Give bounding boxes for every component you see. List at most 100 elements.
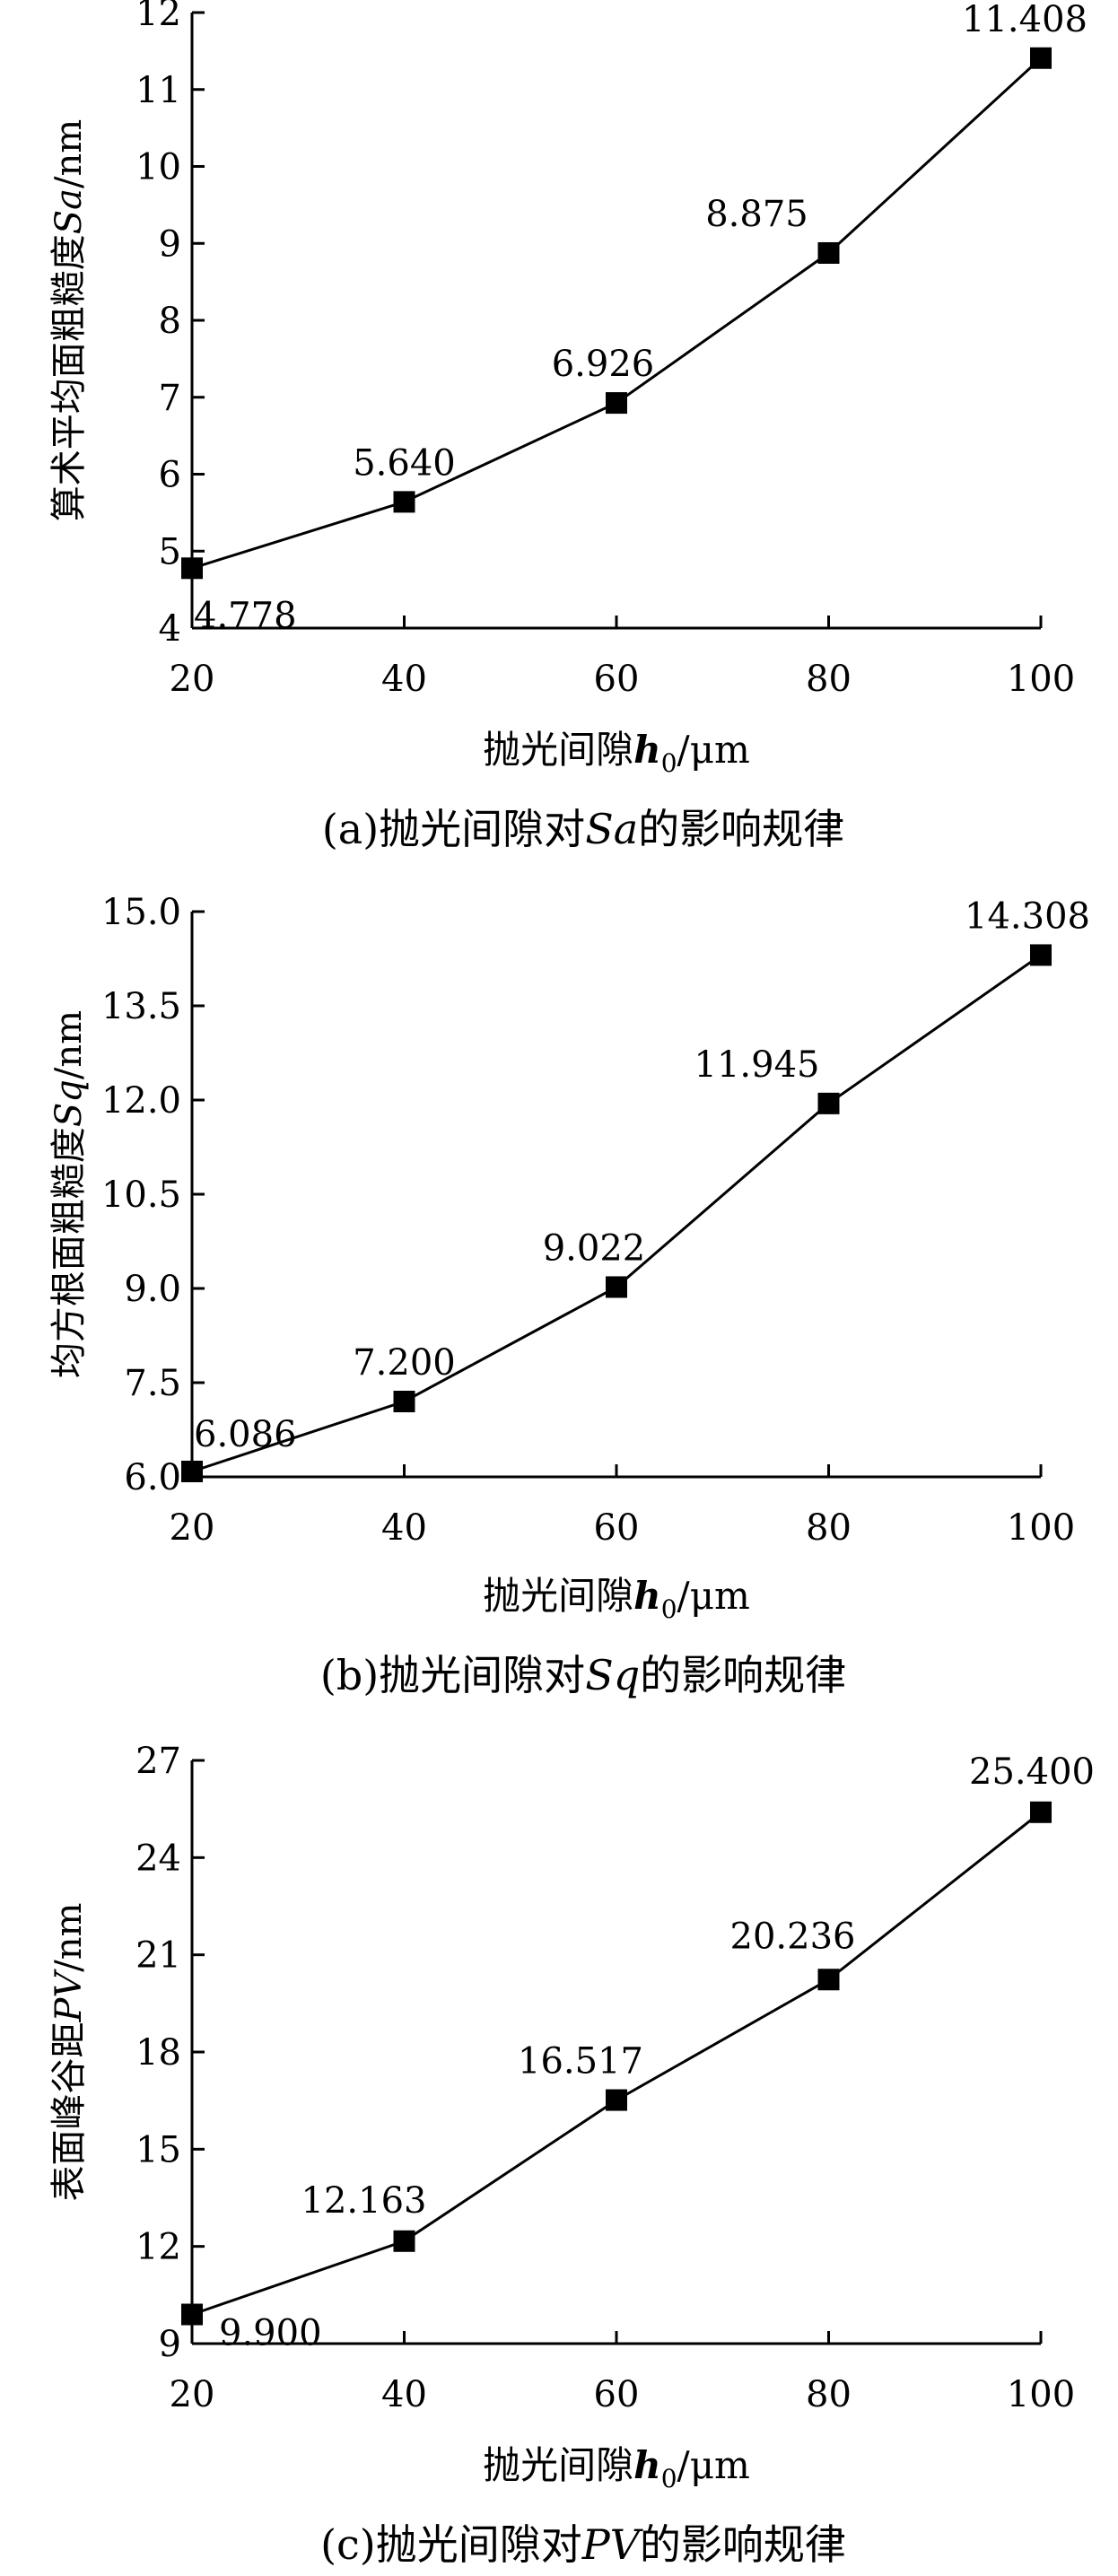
y-tick-label: 9.0	[124, 1269, 181, 1310]
data-point	[1030, 47, 1052, 69]
data-label: 5.640	[353, 442, 456, 484]
caption-prefix: (c)抛光间隙对	[320, 2520, 582, 2569]
caption-prefix: (b)抛光间隙对	[320, 1651, 585, 1699]
y-tick-label: 4	[159, 608, 181, 650]
x-tick-label: 60	[594, 2374, 640, 2415]
data-label: 6.086	[194, 1414, 297, 1455]
data-point	[1030, 1801, 1052, 1823]
x-tick-label: 100	[1007, 659, 1075, 700]
data-point	[1030, 944, 1052, 966]
data-point	[393, 491, 415, 513]
data-point	[817, 241, 840, 264]
x-label-prefix: 抛光间隙	[483, 1574, 633, 1618]
x-label-sub: 0	[661, 748, 677, 778]
series-line	[191, 57, 1043, 570]
x-tick-label: 40	[381, 2374, 427, 2415]
y-label-var: PV	[48, 1969, 90, 2023]
data-label: 11.408	[962, 0, 1087, 40]
y-axis-label: 表面峰谷距PV/nm	[48, 1903, 90, 2202]
data-point	[606, 2089, 627, 2111]
data-label: 9.022	[543, 1227, 646, 1269]
y-tick-label: 9	[159, 2324, 181, 2365]
y-tick-label: 7	[159, 378, 181, 419]
data-point	[181, 2303, 203, 2326]
data-label: 8.875	[705, 194, 808, 235]
data-label: 6.926	[552, 344, 655, 385]
y-tick-label: 15.0	[101, 892, 181, 933]
data-point	[181, 1460, 203, 1482]
data-label: 7.200	[353, 1342, 456, 1384]
x-label-var: h	[633, 1574, 661, 1618]
data-label: 12.163	[301, 2180, 427, 2222]
y-tick-label: 13.5	[101, 986, 181, 1027]
x-tick-label: 100	[1007, 2374, 1075, 2415]
caption-var: Sa	[585, 805, 638, 853]
caption-prefix: (a)抛光间隙对	[322, 805, 585, 853]
x-label-unit: /μm	[677, 1574, 750, 1618]
data-label: 14.308	[965, 895, 1090, 937]
y-tick-label: 9	[159, 223, 181, 265]
caption-suffix: 的影响规律	[640, 1651, 846, 1699]
x-tick-label: 60	[594, 659, 640, 700]
y-label-var: Sq	[48, 1079, 90, 1127]
x-tick-label: 20	[170, 1507, 215, 1549]
x-tick-label: 20	[170, 2374, 215, 2415]
chart-caption: (c)抛光间隙对PV的影响规律	[320, 2520, 846, 2569]
x-label-sub: 0	[661, 2464, 677, 2493]
y-tick-label: 12.0	[101, 1080, 181, 1122]
y-axis-label: 均方根面粗糙度Sq/nm	[48, 1010, 90, 1378]
x-label-sub: 0	[661, 1594, 677, 1624]
y-label-unit: /nm	[48, 1010, 90, 1079]
y-tick-label: 10.5	[101, 1174, 181, 1216]
x-tick-label: 40	[381, 1507, 427, 1549]
y-tick-label: 6	[159, 455, 181, 496]
caption-suffix: 的影响规律	[640, 2520, 846, 2569]
x-label-prefix: 抛光间隙	[483, 728, 633, 772]
data-point	[393, 1391, 415, 1412]
series-line	[191, 954, 1042, 1473]
y-tick-label: 10	[135, 147, 181, 188]
data-point	[181, 557, 203, 580]
x-axis-label: 抛光间隙h0/μm	[483, 728, 750, 778]
caption-var: Sq	[585, 1651, 640, 1699]
data-label: 16.517	[518, 2041, 643, 2083]
chart-caption: (b)抛光间隙对Sq的影响规律	[320, 1651, 846, 1699]
caption-var: PV	[581, 2520, 644, 2569]
y-label-var: Sa	[48, 188, 90, 234]
data-point	[817, 1092, 840, 1114]
x-label-prefix: 抛光间隙	[483, 2443, 633, 2487]
y-tick-label: 8	[159, 301, 181, 342]
x-label-var: h	[633, 2443, 661, 2487]
x-axis-label: 抛光间隙h0/μm	[483, 2443, 750, 2493]
x-tick-label: 80	[806, 659, 852, 700]
y-label-prefix: 算术平均面粗糙度	[48, 234, 90, 521]
data-point	[393, 2230, 415, 2252]
y-tick-label: 24	[135, 1838, 181, 1879]
data-point	[817, 1969, 840, 1991]
data-label: 20.236	[730, 1916, 856, 1957]
y-tick-label: 27	[135, 1741, 181, 1782]
data-point	[606, 1276, 627, 1298]
x-tick-label: 40	[381, 659, 427, 700]
y-tick-label: 7.5	[124, 1363, 181, 1404]
y-tick-label: 6.0	[124, 1457, 181, 1498]
data-label: 4.778	[194, 595, 297, 636]
y-tick-label: 12	[135, 2227, 181, 2268]
caption-suffix: 的影响规律	[638, 805, 844, 853]
chart-caption: (a)抛光间隙对Sa的影响规律	[322, 805, 844, 853]
y-label-prefix: 均方根面粗糙度	[48, 1127, 90, 1378]
data-label: 9.900	[219, 2313, 322, 2354]
chart-panel-2: 6.0 7.5 9.0 10.5 12.0 13.5 15.0 20 40 60 80 100 6.08…	[48, 892, 1090, 1699]
y-tick-label: 5	[159, 531, 181, 572]
x-label-var: h	[633, 728, 661, 772]
y-tick-label: 21	[135, 1935, 181, 1977]
x-label-unit: /μm	[677, 728, 750, 772]
x-axis-label: 抛光间隙h0/μm	[483, 1574, 750, 1624]
data-point	[606, 392, 627, 415]
chart-panel-3: 9 12 15 18 21 24 27 20 40 60 80 100 9.900 12.163 16.51…	[48, 1741, 1095, 2569]
chart-panel-1: 4 5 6 7 8 9 10 11 12 20 40 60 80 100 4.778 5.640 6.926 8.…	[48, 0, 1087, 853]
data-label: 25.400	[969, 1751, 1095, 1793]
y-label-unit: /nm	[48, 119, 90, 188]
data-label: 11.945	[694, 1044, 820, 1086]
